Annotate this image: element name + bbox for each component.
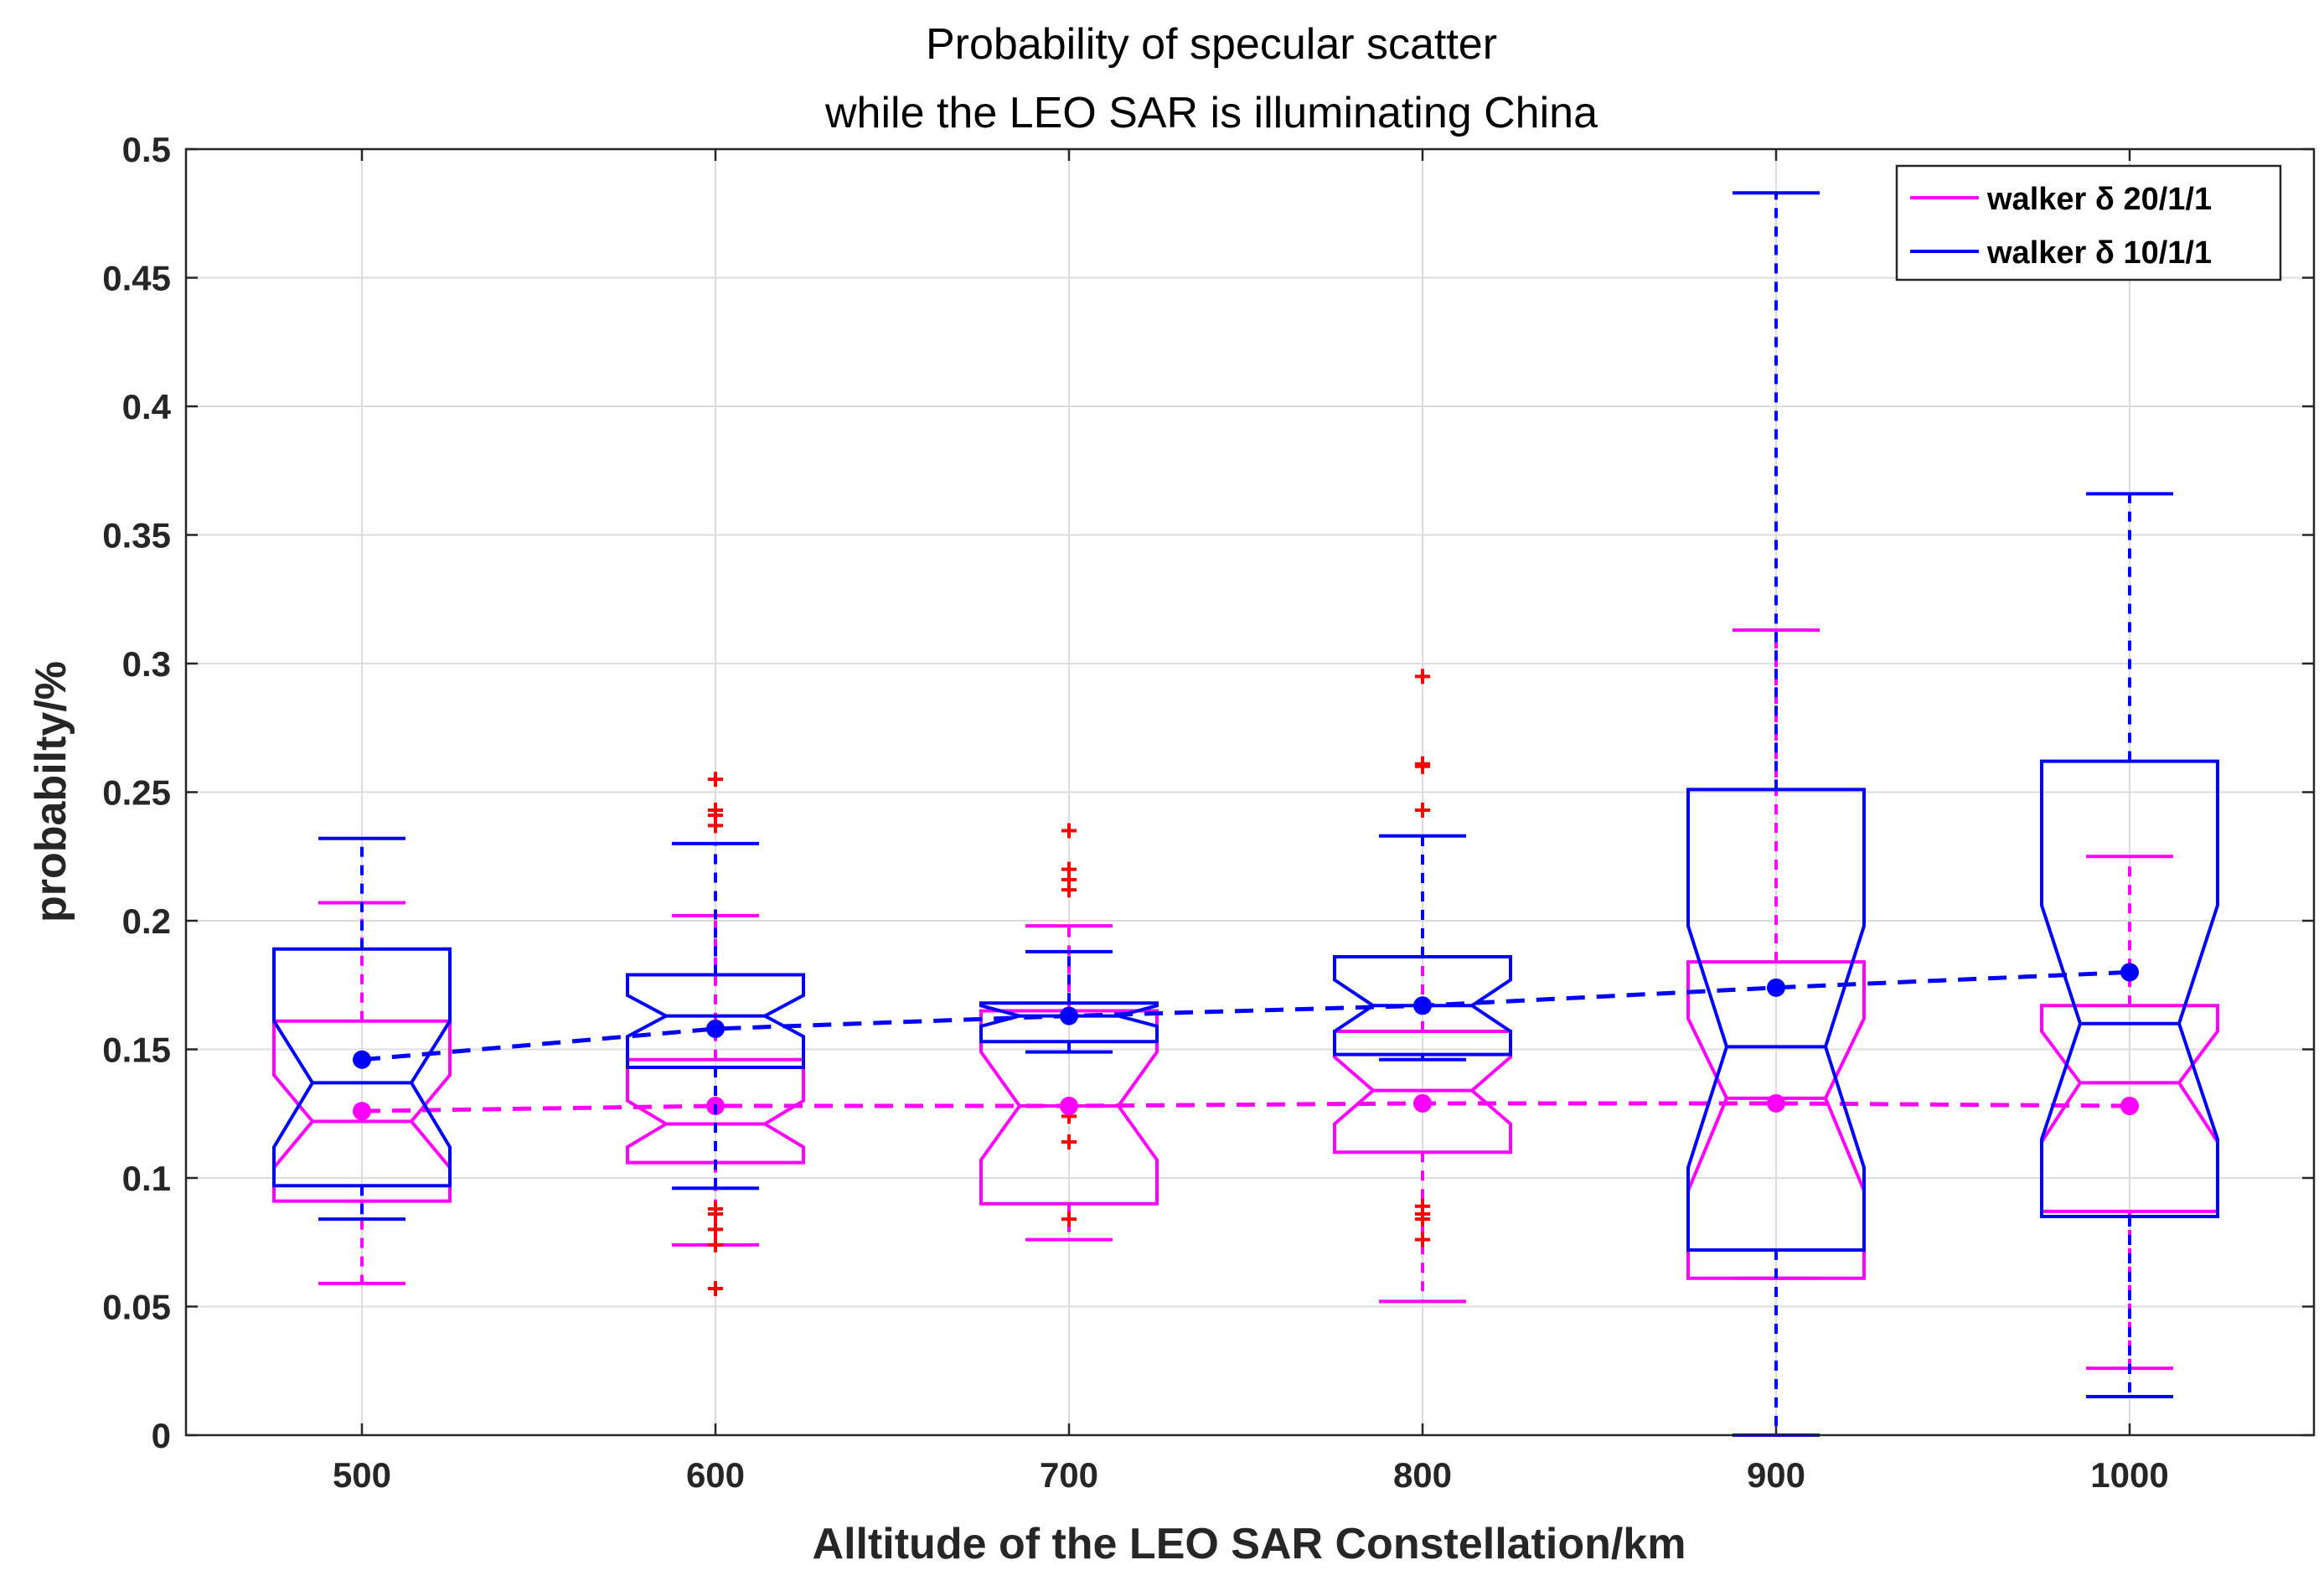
- mean-point: [353, 1050, 371, 1069]
- x-tick-label: 500: [333, 1455, 391, 1495]
- mean-point: [2120, 963, 2139, 982]
- x-axis-ticks: 500 600 700 800 900 1000: [333, 149, 2169, 1495]
- mean-point: [353, 1102, 371, 1121]
- x-axis-label: Alltitude of the LEO SAR Constellation/k…: [813, 1520, 1686, 1568]
- legend-label-walker-10: walker δ 10/1/1: [1986, 235, 2212, 271]
- y-tick-label: 0.15: [102, 1031, 171, 1070]
- x-tick-label: 600: [686, 1455, 745, 1495]
- mean-point: [706, 1019, 725, 1038]
- y-axis-ticks: 0 0.05 0.1 0.15 0.2 0.25 0.3 0.35 0.4 0.45 0.5: [102, 130, 2314, 1455]
- box: [626, 973, 805, 1069]
- y-tick-label: 0: [152, 1416, 171, 1455]
- y-tick-label: 0.5: [122, 130, 171, 169]
- mean-point: [1413, 996, 1432, 1015]
- legend-label-walker-20: walker δ 20/1/1: [1986, 182, 2212, 217]
- y-tick-label: 0.35: [102, 516, 171, 555]
- box: [1686, 788, 1866, 1252]
- box: [626, 1057, 805, 1165]
- y-tick-label: 0.2: [122, 901, 171, 941]
- y-axis-label: probabilty/%: [27, 661, 75, 922]
- box: [2040, 759, 2219, 1219]
- chart-title: Probability of specular scatter: [926, 20, 1497, 69]
- y-tick-label: 0.05: [102, 1288, 171, 1327]
- y-tick-label: 0.25: [102, 773, 171, 813]
- mean-point: [1060, 1006, 1078, 1025]
- x-tick-label: 1000: [2090, 1455, 2168, 1495]
- mean-trend-line: [361, 1101, 2130, 1113]
- x-tick-label: 700: [1040, 1455, 1098, 1495]
- y-tick-label: 0.1: [122, 1159, 171, 1198]
- chart-subtitle: while the LEO SAR is illuminating China: [824, 89, 1598, 137]
- legend-box: [1895, 164, 2282, 282]
- mean-point: [2120, 1097, 2139, 1116]
- box: [1686, 960, 1866, 1280]
- box: [272, 947, 452, 1188]
- box: [979, 1001, 1159, 1044]
- legend: walker δ 20/1/1 walker δ 10/1/1: [1895, 164, 2282, 282]
- mean-point: [1767, 978, 1785, 997]
- y-tick-label: 0.4: [122, 387, 172, 426]
- x-tick-label: 900: [1747, 1455, 1805, 1495]
- x-tick-label: 800: [1393, 1455, 1452, 1495]
- mean-trend-line: [361, 969, 2130, 1062]
- box: [1333, 954, 1512, 1056]
- mean-point: [1767, 1093, 1785, 1113]
- y-tick-label: 0.45: [102, 259, 171, 298]
- axes-frame: [184, 147, 2316, 1437]
- mean-point: [1413, 1093, 1432, 1113]
- mean-point: [1060, 1097, 1078, 1116]
- y-tick-label: 0.3: [122, 644, 171, 684]
